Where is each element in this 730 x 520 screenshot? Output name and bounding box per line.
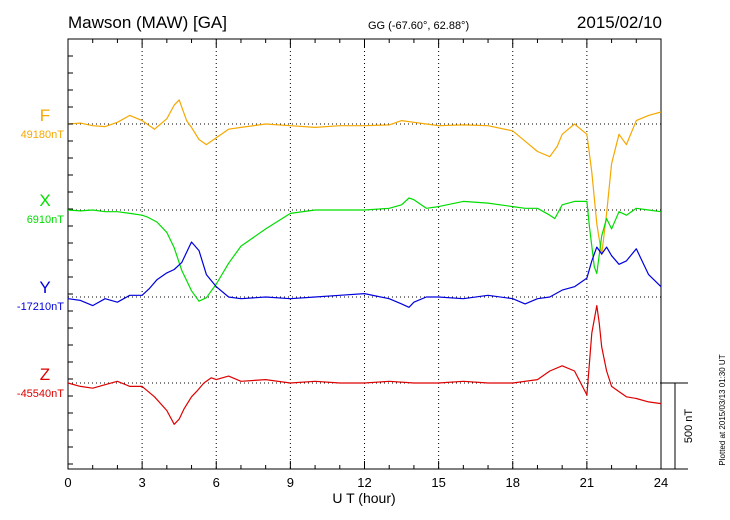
series-group [67,99,662,425]
baseline-value-X: 6910nT [27,214,65,226]
x-tick-label-15: 15 [431,475,445,490]
date-label: 2015/02/10 [577,13,662,32]
x-tick-label-0: 0 [64,475,71,490]
baseline-value-F: 49180nT [21,129,65,141]
plotted-note: Plotted at 2015/03/13 01:30 UT [718,354,727,465]
x-tick-label-21: 21 [580,475,594,490]
component-label-Z: Z [40,365,50,384]
series-line-X [67,197,662,302]
component-label-X: X [39,191,50,210]
baseline-lines [68,123,661,384]
coordinates-label: GG (-67.60°, 62.88°) [368,20,469,32]
scale-bar-label: 500 nT [683,409,695,444]
x-tick-label-24: 24 [654,475,668,490]
station-title: Mawson (MAW) [GA] [68,13,227,32]
series-line-Y [67,241,662,308]
series-line-F [67,99,662,256]
x-axis-label: U T (hour) [332,490,395,506]
scale-bar: 500 nT [661,382,695,470]
grid-lines [141,39,588,469]
x-tick-label-9: 9 [287,475,294,490]
x-tick-label-6: 6 [213,475,220,490]
x-tick-label-18: 18 [506,475,520,490]
component-label-Y: Y [39,278,50,297]
series-labels: F 49180nT X 6910nT Y -17210nT Z -45540nT [17,106,64,400]
baseline-value-Y: -17210nT [17,301,64,313]
component-label-F: F [40,106,50,125]
x-tick-label-3: 3 [139,475,146,490]
x-tick-label-12: 12 [357,475,371,490]
baseline-value-Z: -45540nT [17,388,64,400]
series-line-Z [67,305,662,425]
x-axis: 0 3 6 9 12 15 18 21 24 [64,39,668,490]
